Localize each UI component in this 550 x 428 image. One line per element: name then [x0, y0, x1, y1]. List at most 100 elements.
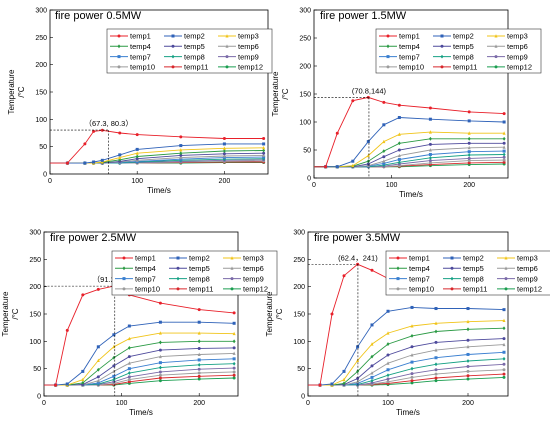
- legend-label: temp3: [517, 254, 538, 263]
- data-point: [81, 380, 85, 385]
- data-point: [197, 320, 201, 324]
- data-point: [428, 106, 432, 110]
- y-tick-label: 250: [293, 257, 305, 264]
- data-point: [197, 352, 201, 356]
- legend-label: temp8: [453, 52, 474, 61]
- data-point: [222, 136, 226, 140]
- legend-marker: [176, 266, 180, 270]
- data-point: [179, 155, 183, 160]
- data-point: [502, 342, 506, 347]
- legend: temp1 temp2 temp3 temp4 temp5 temp6 temp7 temp8…: [111, 250, 278, 296]
- data-point: [397, 141, 401, 146]
- legend-entry-temp3: temp3: [218, 32, 259, 41]
- data-point: [370, 323, 374, 327]
- legend-box: [375, 28, 542, 74]
- data-point: [467, 161, 471, 165]
- legend-entry-temp4: temp4: [379, 42, 420, 51]
- data-point: [92, 129, 96, 133]
- legend-marker: [386, 65, 390, 69]
- x-axis-label: Time/s: [147, 186, 171, 195]
- legend-label: temp7: [399, 52, 420, 61]
- data-point: [232, 351, 236, 355]
- data-point: [158, 348, 162, 352]
- legend-entry-temp1: temp1: [110, 32, 151, 41]
- legend-label: temp12: [238, 63, 263, 72]
- legend-marker: [171, 65, 175, 69]
- y-tick-label: 300: [29, 230, 41, 237]
- y-tick-label: 50: [297, 366, 305, 373]
- legend-label: temp2: [453, 32, 474, 41]
- legend-entry-temp4: temp4: [110, 42, 151, 51]
- y-tick-label: 150: [29, 312, 41, 319]
- y-tick-label: 300: [35, 8, 47, 15]
- legend-entry-temp6: temp6: [487, 42, 528, 51]
- data-point: [428, 148, 432, 152]
- legend-marker: [440, 34, 444, 38]
- y-tick-label: 200: [35, 62, 47, 69]
- series-temp1: [50, 128, 266, 165]
- legend-marker: [171, 54, 175, 59]
- data-point: [232, 373, 236, 377]
- data-point: [197, 308, 201, 312]
- y-tick-label: 150: [293, 312, 305, 319]
- legend-label: temp1: [130, 32, 151, 41]
- legend-entry-temp5: temp5: [443, 264, 484, 273]
- data-point: [502, 326, 506, 331]
- legend-entry-temp11: temp11: [164, 63, 208, 72]
- data-point: [397, 103, 401, 107]
- data-point: [127, 367, 131, 371]
- data-point: [118, 153, 122, 157]
- data-point: [127, 378, 131, 382]
- legend-marker: [494, 55, 498, 59]
- data-point: [232, 339, 236, 344]
- x-tick-label: 0: [312, 182, 316, 189]
- data-point: [502, 158, 506, 162]
- data-point: [179, 144, 183, 148]
- x-tick-label: 100: [131, 178, 143, 185]
- x-tick-label: 100: [382, 400, 394, 407]
- legend-entry-temp10: temp10: [389, 285, 434, 294]
- data-point: [232, 376, 236, 380]
- data-point: [502, 368, 506, 372]
- data-point: [100, 158, 104, 162]
- legend-entry-temp11: temp11: [169, 285, 213, 294]
- legend-box: [111, 250, 278, 296]
- data-point: [382, 155, 386, 159]
- data-point: [434, 307, 438, 311]
- legend-marker: [225, 55, 229, 59]
- legend-entry-temp8: temp8: [169, 274, 210, 283]
- data-point: [232, 346, 236, 350]
- chart-panel-3: 0 50 100 150 200 250 300 0 100 200 Time/s Temperatu…: [1, 230, 278, 417]
- data-point: [434, 368, 438, 372]
- data-point: [386, 309, 390, 313]
- data-point: [197, 362, 201, 367]
- data-point: [386, 342, 390, 346]
- data-point: [158, 365, 162, 370]
- legend-label: temp10: [399, 63, 424, 72]
- legend-entry-temp12: temp12: [218, 63, 263, 72]
- data-point: [434, 356, 438, 360]
- y-axis-unit: /°C: [281, 88, 290, 99]
- data-point: [356, 377, 360, 381]
- data-point: [467, 153, 471, 157]
- data-point: [96, 345, 100, 349]
- legend-marker: [396, 287, 400, 291]
- legend-entry-temp1: temp1: [379, 32, 420, 41]
- legend-label: temp3: [243, 254, 264, 263]
- data-point: [434, 372, 438, 376]
- legend-box: [385, 250, 550, 296]
- data-point: [382, 149, 386, 154]
- data-point: [370, 375, 374, 379]
- legend-label: temp5: [184, 42, 205, 51]
- data-point: [410, 360, 414, 364]
- data-point: [135, 157, 139, 161]
- data-point: [410, 372, 414, 376]
- peak-annotation: (70.8,144): [352, 86, 387, 95]
- legend-entry-temp8: temp8: [164, 52, 205, 61]
- data-point: [197, 377, 201, 381]
- legend-entry-temp5: temp5: [169, 264, 210, 273]
- legend-marker: [171, 34, 175, 38]
- y-tick-label: 150: [299, 92, 311, 99]
- legend-entry-temp3: temp3: [223, 254, 264, 263]
